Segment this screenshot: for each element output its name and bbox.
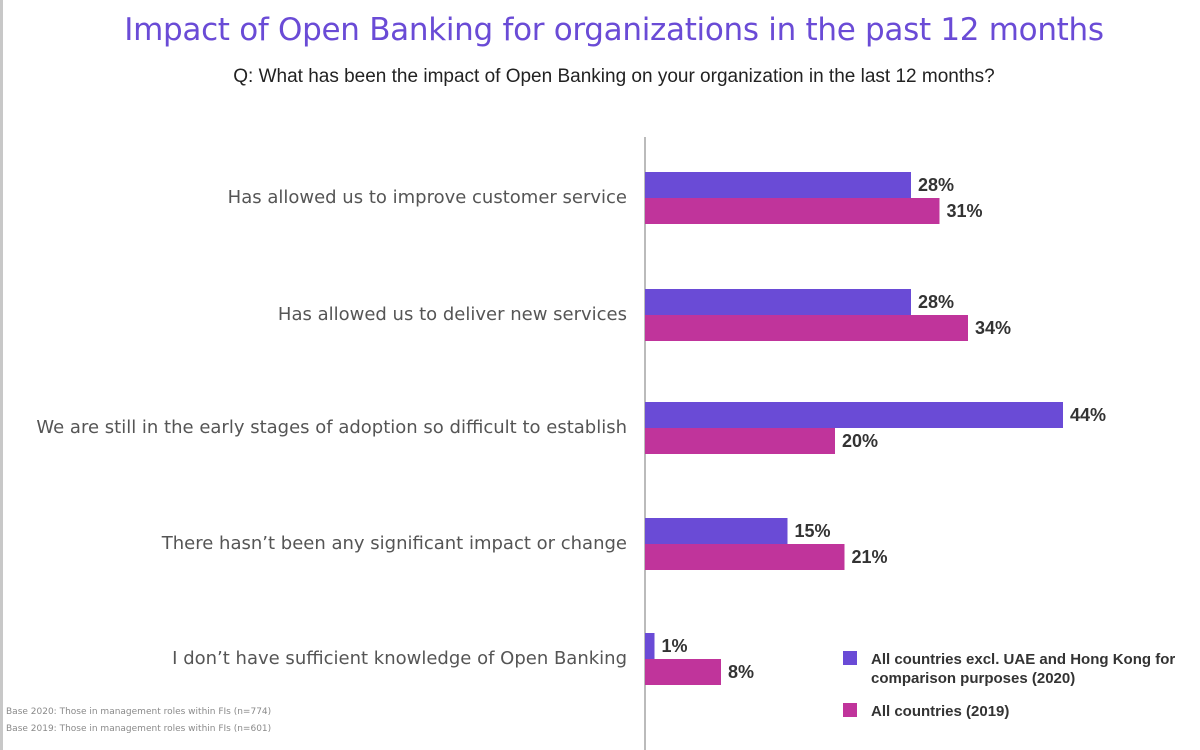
category-label: I don’t have sufficient knowledge of Ope…	[172, 648, 627, 669]
bar-2019	[645, 659, 721, 685]
data-label-2020: 28%	[918, 175, 954, 195]
bar-2019	[645, 544, 845, 570]
chart-subtitle: Q: What has been the impact of Open Bank…	[233, 66, 995, 87]
left-border	[0, 0, 3, 750]
bar-2019	[645, 198, 940, 224]
category-label: Has allowed us to deliver new services	[278, 304, 627, 325]
data-label-2019: 8%	[728, 662, 754, 682]
bar-2020	[645, 172, 911, 198]
category-label: Has allowed us to improve customer servi…	[228, 187, 627, 208]
bar-2019	[645, 428, 835, 454]
legend-swatch-2020	[843, 651, 857, 665]
data-label-2019: 34%	[975, 318, 1011, 338]
data-label-2020: 15%	[795, 521, 831, 541]
footnote-base-2020: Base 2020: Those in management roles wit…	[6, 707, 272, 717]
chart-title: Impact of Open Banking for organizations…	[124, 12, 1104, 48]
footnote-base-2019: Base 2019: Those in management roles wit…	[6, 724, 272, 734]
legend-label-2019: All countries (2019)	[871, 703, 1009, 720]
legend-label-2020: All countries excl. UAE and Hong Kong fo…	[871, 651, 1175, 668]
data-label-2020: 1%	[662, 636, 688, 656]
bar-2020	[645, 402, 1063, 428]
category-label: There hasn’t been any significant impact…	[161, 533, 627, 554]
data-label-2019: 20%	[842, 431, 878, 451]
bar-2019	[645, 315, 968, 341]
data-label-2019: 21%	[852, 547, 888, 567]
bar-2020	[645, 289, 911, 315]
category-label: We are still in the early stages of adop…	[36, 417, 627, 438]
legend-label-2020: comparison purposes (2020)	[871, 670, 1075, 687]
data-label-2020: 28%	[918, 292, 954, 312]
bar-2020	[645, 518, 788, 544]
data-label-2020: 44%	[1070, 405, 1106, 425]
data-label-2019: 31%	[947, 201, 983, 221]
bar-2020	[645, 633, 655, 659]
legend-swatch-2019	[843, 703, 857, 717]
